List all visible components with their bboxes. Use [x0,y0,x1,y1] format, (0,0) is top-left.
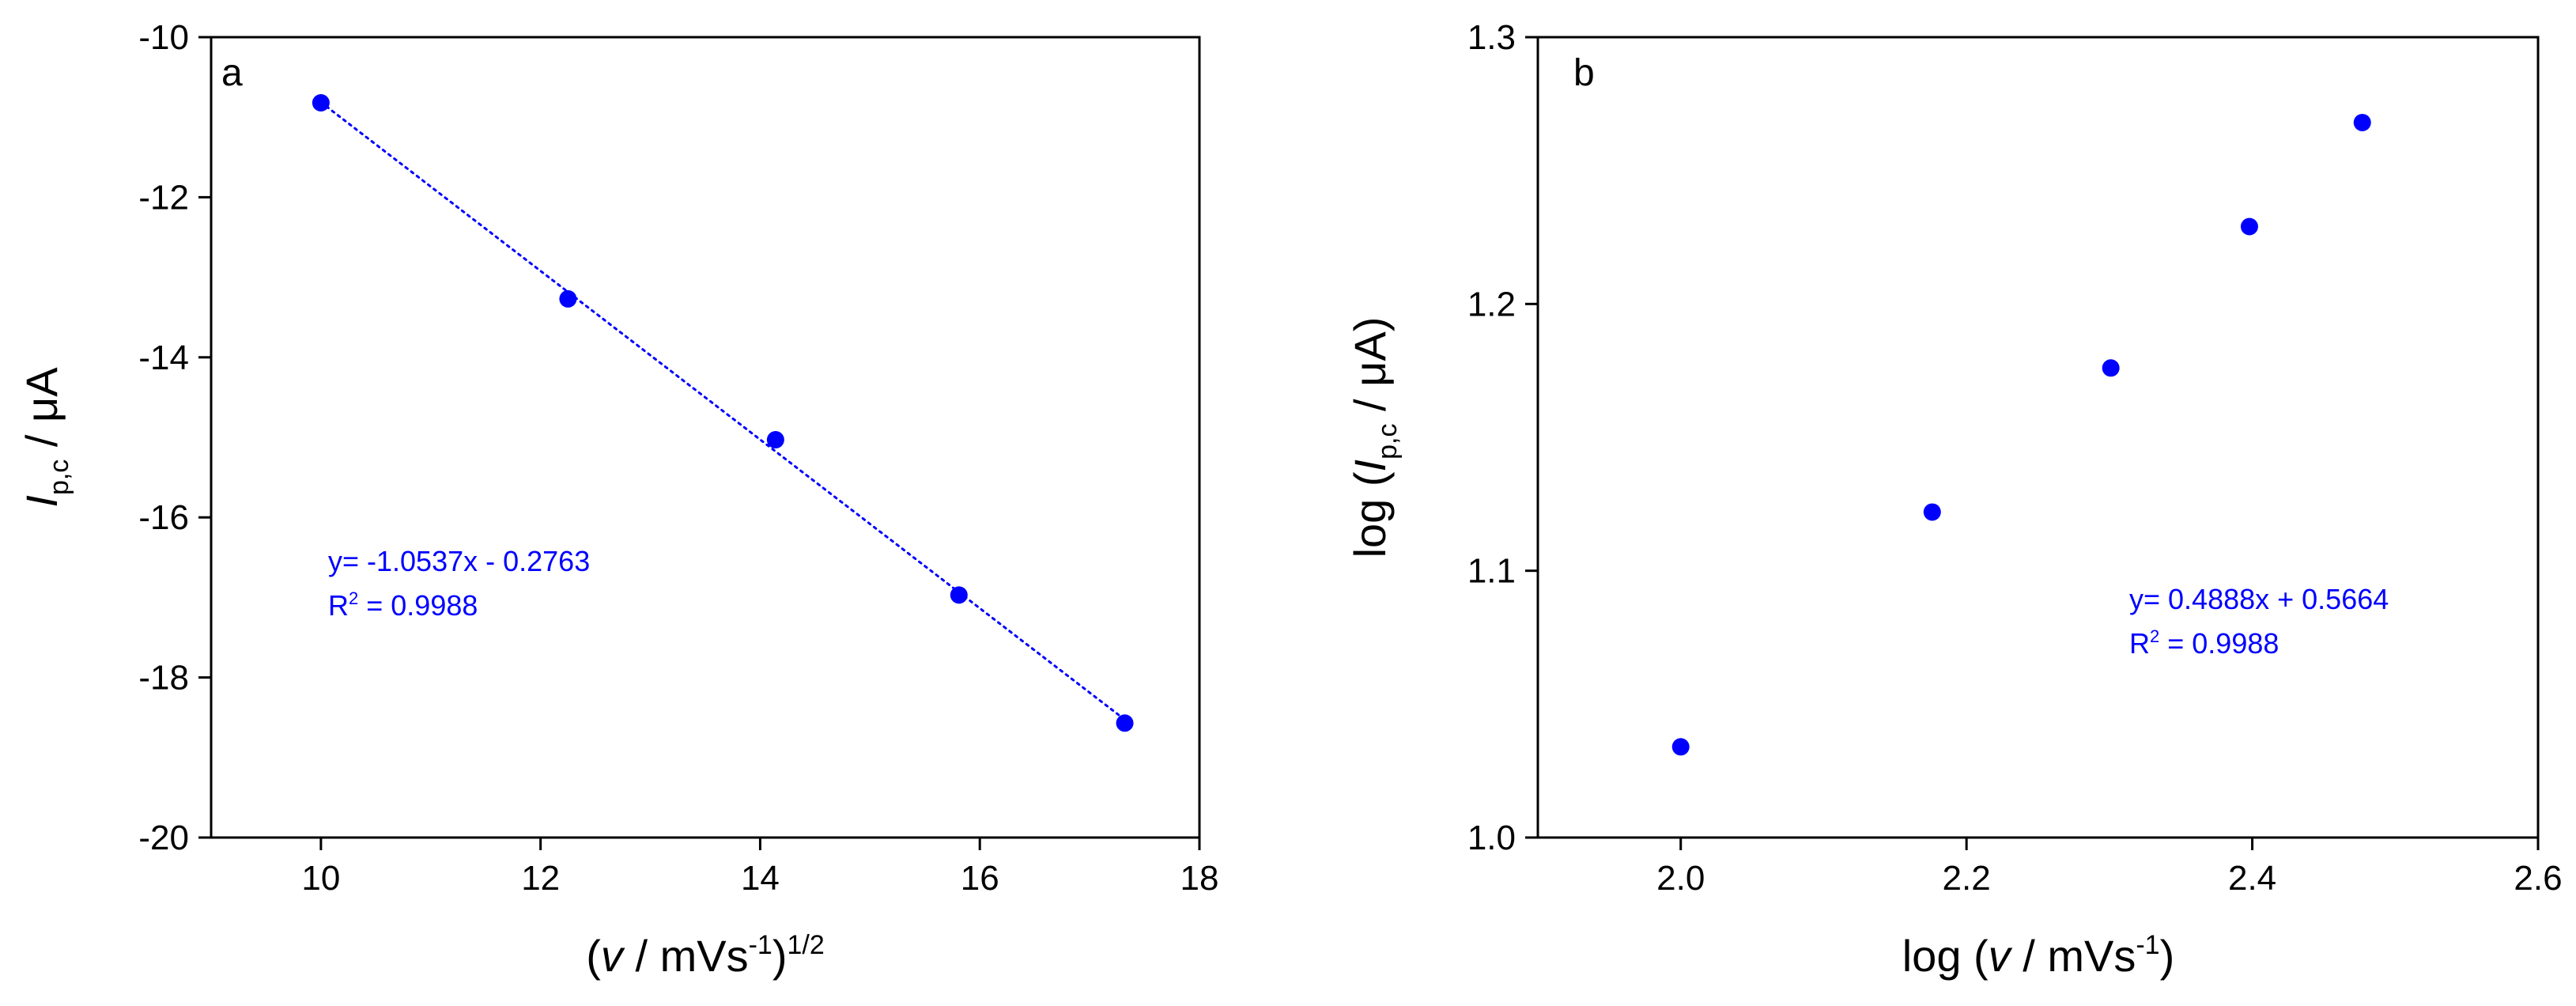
panel-a-plot-frame [210,36,1201,839]
panel-a-r2-sup: 2 [349,588,358,608]
panel-b-y-tick-label: 1.0 [1467,819,1516,857]
panel-a-xlabel-unit-exp: -1 [749,930,772,960]
panel-a-xlabel-v: v [601,931,625,981]
panel-a-x-tick-label: 18 [1180,859,1219,898]
panel-a-x-tick-label: 16 [961,859,999,898]
panel-b-y-ticks: 1.0 1.1 1.2 1.3 [1467,18,1538,857]
panel-b-r2-value: = 0.9988 [2159,627,2279,660]
panel-b-x-axis-label: log (v / mVs-1) [1902,930,2175,981]
panel-a-y-tick-label: -20 [138,819,189,857]
panel-b-chart: 2.0 2.2 2.4 2.6 1.0 1.1 1.2 1.3 b y= 0.4888x +… [1345,18,2563,981]
panel-b-y-tick-label: 1.3 [1467,18,1516,57]
panel-a-ylabel-i: I [17,495,66,508]
panel-b-r-squared: R2 = 0.9988 [2129,626,2279,660]
panel-b-x-tick-label: 2.4 [2228,859,2276,898]
panel-a-y-tick-label: -12 [138,178,189,217]
panel-b-y-axis-label: log (Ip,c / μA) [1345,317,1403,558]
panel-b-xlabel-open: log ( [1902,931,1989,981]
panel-b-plot-frame [1536,36,2540,839]
panel-a-xlabel-open: ( [586,931,601,981]
panel-b-ylabel-log: log ( [1345,471,1395,558]
panel-a-letter: a [221,52,243,94]
panel-a-y-axis-label: Ip,c / μA [17,367,74,508]
panel-a-data-points [312,93,1134,732]
panel-b-letter: b [1573,52,1595,94]
panel-b-data-point [2240,217,2258,236]
panel-a-x-tick-label: 14 [741,859,780,898]
panel-a-x-axis-label: (v / mVs-1)1/2 [586,930,825,981]
panel-a-data-point [766,431,784,449]
panel-a-r2-prefix: R [328,589,349,622]
panel-b-x-tick-label: 2.6 [2514,859,2562,898]
panel-a-data-point [1116,714,1134,732]
panel-a-y-tick-label: -10 [138,18,189,57]
panel-a-chart: 10 12 14 16 18 -20-18-16-14-12-10 a y= -1.05… [17,18,1218,981]
panel-b-x-tick-label: 2.2 [1943,859,1991,898]
panel-a-r-squared: R2 = 0.9988 [328,588,478,622]
panel-b-data-point [1923,503,1941,521]
panel-a-ylabel-unit: / μA [17,367,66,460]
panel-a-data-point [312,93,330,112]
panel-a-data-point [950,586,968,604]
panel-b-xlabel-v: v [1989,931,2013,981]
panel-b-ylabel-sub: p,c [1373,424,1403,460]
panel-a-y-tick-label: -18 [138,659,189,698]
panel-a-xlabel-unit: / mVs [623,931,749,981]
panel-b-xlabel-unit: / mVs [2011,931,2136,981]
panel-b-r2-prefix: R [2129,627,2150,660]
panel-a-xlabel-close: ) [772,931,788,981]
panel-a-fit-line-group [319,100,1127,721]
panel-b-fit-equation: y= 0.4888x + 0.5664 [2129,583,2389,615]
panel-b-data-point [1671,738,1690,756]
panel-a-y-tick-label: -14 [138,338,189,377]
panel-b-ylabel-unit: / μA) [1345,317,1395,424]
panel-b-xlabel-unit-exp: -1 [2136,930,2159,960]
panel-a-y-ticks: -20 -18 -16 -14 -12 -10 [138,18,211,857]
panel-a-y-tick-label: -16 [138,498,189,537]
panel-b-xlabel-close: ) [2160,931,2175,981]
panel-a-xlabel-exp: 1/2 [787,930,824,960]
panel-b-ylabel-i: I [1345,460,1395,472]
panel-b-y-tick-label: 1.2 [1467,285,1516,323]
panel-a-x-tick-label: 12 [521,859,560,898]
panel-b-x-ticks: 2.0 2.2 2.4 2.6 [1656,838,2563,898]
panel-b-x-tick-label: 2.0 [1656,859,1705,898]
panel-b-y-tick-label: 1.1 [1467,552,1516,591]
panel-a-x-ticks: 10 12 14 16 18 [301,838,1218,898]
panel-b-data-point [2353,113,2371,131]
panel-a-x-tick-label: 10 [301,859,340,898]
panel-b-data-point [2102,359,2120,377]
panel-b-data-points [1671,113,2371,756]
panel-a-r2-value: = 0.9988 [358,589,478,622]
panel-a-fit-equation: y= -1.0537x - 0.2763 [328,545,590,577]
panel-a-data-point [559,289,577,308]
panel-a-ylabel-sub: p,c [44,460,74,495]
panel-a-fit-line [319,100,1127,721]
panel-b-r2-sup: 2 [2150,626,2159,646]
